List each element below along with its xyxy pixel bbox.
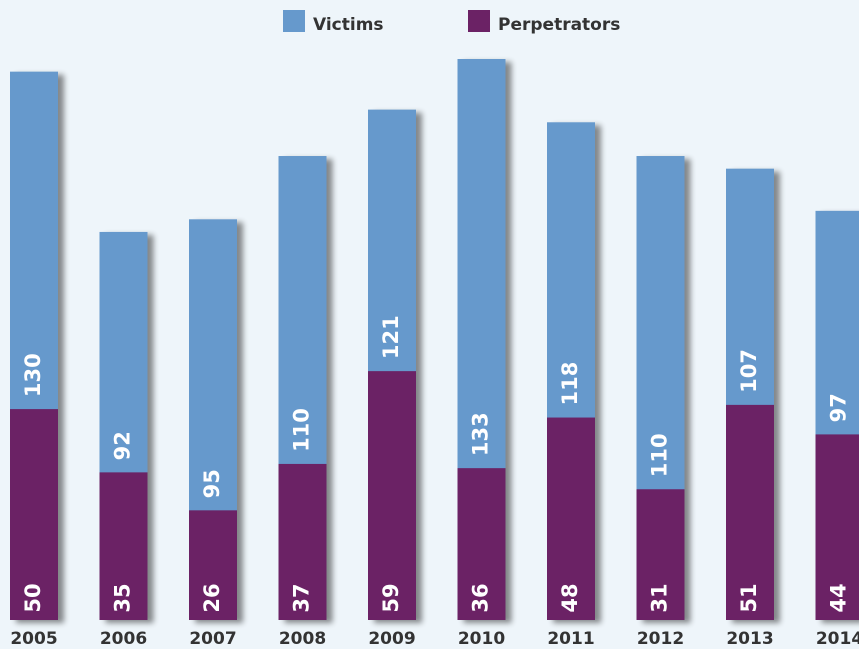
x-tick-label: 2006 <box>100 629 147 649</box>
legend-swatch <box>283 10 305 32</box>
value-label: 26 <box>200 583 224 612</box>
value-label: 59 <box>379 583 403 612</box>
x-tick-label: 2009 <box>368 629 415 649</box>
value-label: 121 <box>379 315 403 359</box>
bar <box>457 468 506 620</box>
x-tick-label: 2005 <box>10 629 57 649</box>
value-label: 31 <box>648 583 672 612</box>
x-tick-label: 2007 <box>189 629 236 649</box>
x-tick-label: 2014 <box>816 629 859 649</box>
x-tick-label: 2011 <box>547 629 594 649</box>
value-label: 50 <box>21 583 45 612</box>
value-label: 44 <box>827 583 851 612</box>
value-label: 92 <box>111 431 135 460</box>
bar <box>547 417 595 620</box>
bar <box>815 434 859 620</box>
value-label: 130 <box>21 353 45 397</box>
value-label: 35 <box>111 583 135 612</box>
value-label: 37 <box>290 583 314 612</box>
legend-label: Victims <box>313 15 384 35</box>
bar <box>278 463 327 620</box>
legend-label: Perpetrators <box>498 15 620 35</box>
value-label: 133 <box>469 412 493 456</box>
value-label: 51 <box>737 583 761 612</box>
value-label: 95 <box>200 469 224 498</box>
x-tick-label: 2012 <box>637 629 684 649</box>
bar <box>636 489 685 620</box>
value-label: 107 <box>737 349 761 393</box>
value-label: 110 <box>648 433 672 477</box>
x-tick-label: 2010 <box>458 629 505 649</box>
legend-swatch <box>468 10 490 32</box>
bar <box>726 404 774 620</box>
value-label: 36 <box>469 583 493 612</box>
x-tick-label: 2008 <box>279 629 326 649</box>
value-label: 48 <box>558 583 582 612</box>
x-tick-label: 2013 <box>726 629 773 649</box>
value-label: 118 <box>558 362 582 406</box>
bar <box>368 371 416 620</box>
bar <box>189 510 237 620</box>
value-label: 97 <box>827 393 851 422</box>
value-label: 110 <box>290 408 314 452</box>
bar <box>99 472 148 620</box>
bar <box>10 409 58 620</box>
